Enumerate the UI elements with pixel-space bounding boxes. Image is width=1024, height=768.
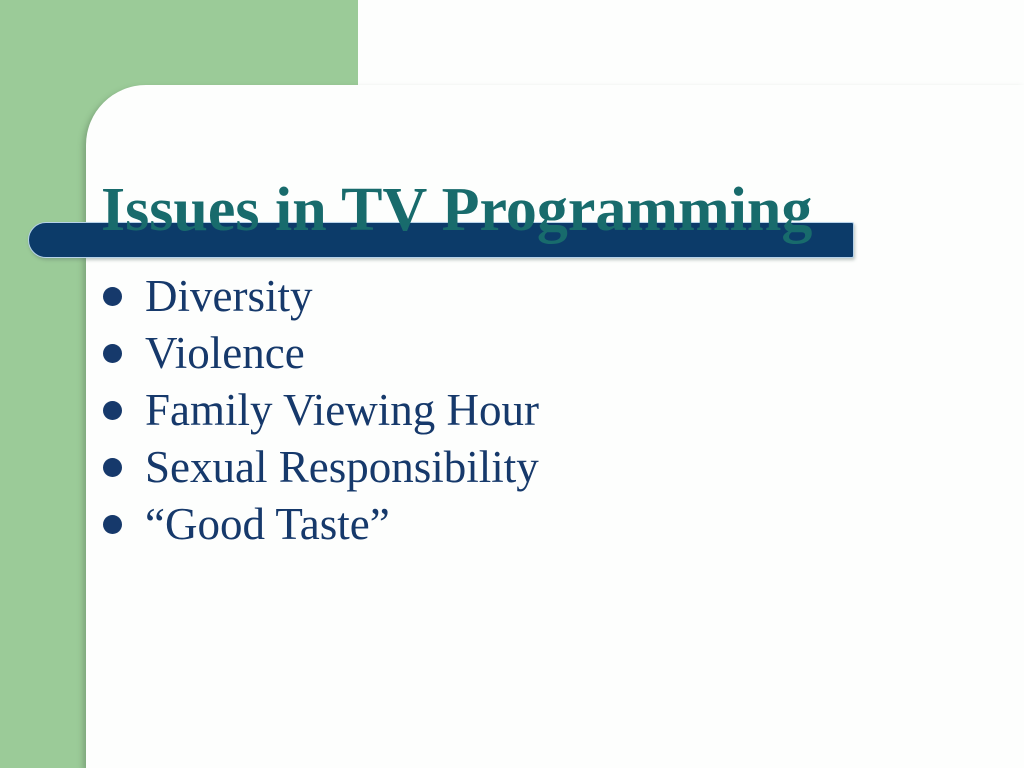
bullet-label: Family Viewing Hour <box>145 385 539 435</box>
bullet-list: Diversity Violence Family Viewing Hour S… <box>0 268 539 553</box>
list-item: Family Viewing Hour <box>0 382 539 439</box>
bullet-icon <box>103 458 122 477</box>
bullet-label: “Good Taste” <box>145 499 390 549</box>
bullet-icon <box>103 287 122 306</box>
bullet-icon <box>103 401 122 420</box>
bullet-label: Diversity <box>145 271 313 321</box>
list-item: “Good Taste” <box>0 496 539 553</box>
page-title: Issues in TV Programming <box>101 175 813 244</box>
list-item: Violence <box>0 325 539 382</box>
bullet-icon <box>103 515 122 534</box>
bullet-label: Violence <box>145 328 305 378</box>
bullet-label: Sexual Responsibility <box>145 442 539 492</box>
panel-top-extension <box>358 0 1024 86</box>
bullet-icon <box>103 344 122 363</box>
content-panel <box>86 85 1024 768</box>
list-item: Diversity <box>0 268 539 325</box>
list-item: Sexual Responsibility <box>0 439 539 496</box>
title-accent-bar <box>28 222 854 258</box>
